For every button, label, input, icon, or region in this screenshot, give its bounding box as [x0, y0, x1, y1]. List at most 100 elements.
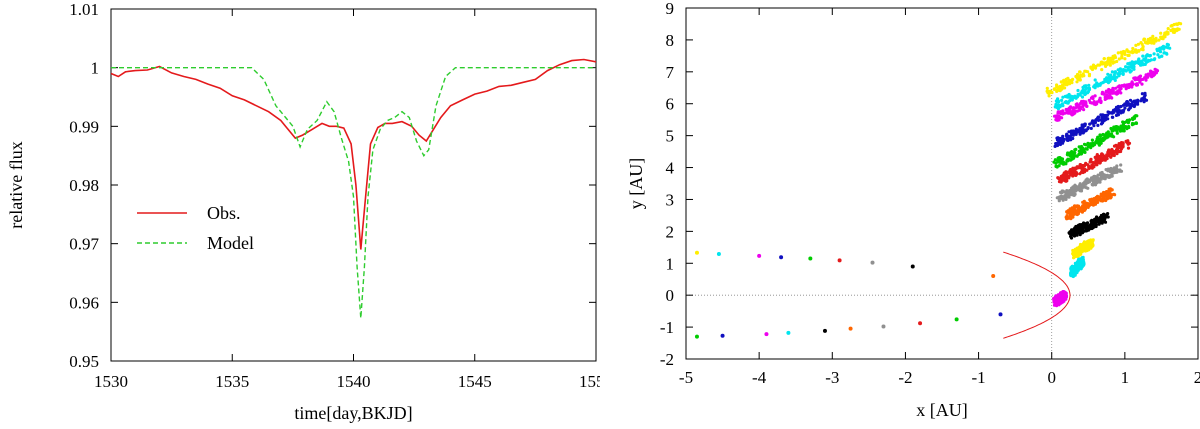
scatter-point	[1107, 196, 1111, 200]
scatter-point	[1084, 243, 1089, 247]
scatter-point	[1099, 174, 1103, 178]
scatter-point	[1135, 83, 1140, 87]
scatter-point	[1073, 169, 1077, 173]
scatter-point	[1154, 39, 1158, 43]
x-tick-label: 2	[1194, 368, 1200, 387]
scatter-point	[1105, 153, 1109, 157]
scatter-point	[1067, 130, 1071, 134]
scatter-point	[1078, 70, 1082, 74]
scatter-point	[1061, 95, 1065, 99]
scatter-point	[1149, 74, 1153, 78]
scatter-point	[1075, 80, 1079, 84]
scatter-point	[1061, 293, 1065, 297]
orbit-marker	[716, 252, 721, 257]
scatter-point	[1057, 159, 1061, 164]
scatter-point	[1081, 72, 1085, 76]
scatter-point	[1117, 142, 1121, 146]
x-tick-label: 1530	[94, 372, 128, 391]
scatter-point	[1067, 176, 1071, 180]
scatter-point	[1091, 160, 1095, 165]
scatter-point	[1058, 196, 1062, 201]
scatter-point	[1103, 79, 1107, 83]
scatter-point	[1134, 60, 1138, 64]
scatter-point	[1071, 96, 1076, 100]
scatter-point	[1126, 121, 1130, 125]
y-tick-label: 0.96	[69, 293, 99, 312]
scatter-point	[1077, 103, 1081, 107]
scatter-point	[1157, 55, 1161, 59]
scatter-point	[1081, 207, 1085, 211]
orbit-marker	[694, 250, 699, 255]
scatter-point	[1113, 125, 1117, 129]
scatter-point	[1079, 267, 1083, 271]
scatter-point	[1056, 111, 1060, 115]
scatter-point	[1074, 147, 1078, 151]
scatter-point	[1105, 190, 1109, 194]
scatter-point	[1056, 118, 1060, 122]
scatter-point	[1087, 242, 1091, 246]
scatter-point	[1069, 112, 1074, 116]
plot-frame	[110, 8, 597, 362]
scatter-point	[1148, 38, 1152, 42]
scatter-point	[1105, 93, 1109, 97]
scatter-point	[1069, 172, 1073, 176]
scatter-point	[1059, 110, 1063, 114]
scatter-point	[1090, 238, 1094, 243]
scatter-point	[1067, 195, 1071, 199]
scatter-point	[1096, 173, 1100, 177]
scatter-point	[1085, 147, 1089, 151]
scatter-point	[1111, 115, 1115, 119]
scatter-point	[1113, 193, 1117, 197]
scatter-point	[1116, 85, 1120, 89]
scatter-point	[1092, 124, 1096, 128]
scatter-point	[1087, 98, 1091, 102]
scatter-point	[1087, 83, 1091, 87]
scatter-point	[1148, 53, 1152, 58]
scatter-point	[1086, 126, 1090, 130]
scatter-point	[1092, 165, 1096, 169]
scatter-point	[1083, 224, 1087, 228]
scatter-point	[1123, 52, 1127, 57]
y-tick-label: 0.98	[69, 176, 99, 195]
scatter-point	[1102, 192, 1106, 196]
scatter-point	[1077, 265, 1081, 269]
scatter-point	[1066, 76, 1070, 80]
orbit-marker	[991, 274, 996, 279]
scatter-point	[1076, 88, 1080, 93]
scatter-point	[1119, 149, 1123, 154]
scatter-point	[1113, 77, 1117, 81]
scatter-point	[1047, 91, 1051, 95]
scatter-point	[1072, 234, 1077, 238]
orbit-marker	[910, 264, 915, 269]
scatter-point	[1100, 68, 1104, 72]
scatter-point	[1155, 69, 1160, 73]
scatter-point	[1144, 78, 1148, 82]
scatter-point	[1091, 219, 1095, 223]
scatter-point	[1127, 108, 1131, 112]
orbit-marker	[694, 334, 699, 339]
scatter-point	[1077, 247, 1081, 251]
scatter-point	[1078, 166, 1082, 170]
scatter-point	[1098, 96, 1102, 100]
x-tick-label: 1540	[337, 372, 371, 391]
scatter-point	[1102, 57, 1106, 61]
scatter-point	[1100, 114, 1104, 118]
x-tick-label: -5	[679, 368, 693, 387]
scatter-point	[1087, 246, 1091, 250]
scatter-point	[1077, 249, 1081, 254]
scatter-point	[1065, 214, 1069, 218]
scatter-point	[1094, 199, 1099, 203]
y-tick-label: 0.99	[69, 117, 99, 136]
scatter-point	[1071, 213, 1075, 217]
scatter-point	[1054, 142, 1058, 146]
scatter-point	[1059, 176, 1063, 181]
orbit-marker	[837, 258, 842, 263]
scatter-point	[1090, 138, 1094, 142]
scatter-point	[1115, 164, 1119, 168]
y-tick-label: 4	[666, 159, 675, 178]
scatter-point	[1113, 71, 1117, 75]
scatter-point	[1066, 153, 1070, 157]
scatter-point	[1134, 114, 1138, 118]
scatter-point	[1150, 40, 1154, 45]
scatter-point	[1154, 36, 1158, 40]
